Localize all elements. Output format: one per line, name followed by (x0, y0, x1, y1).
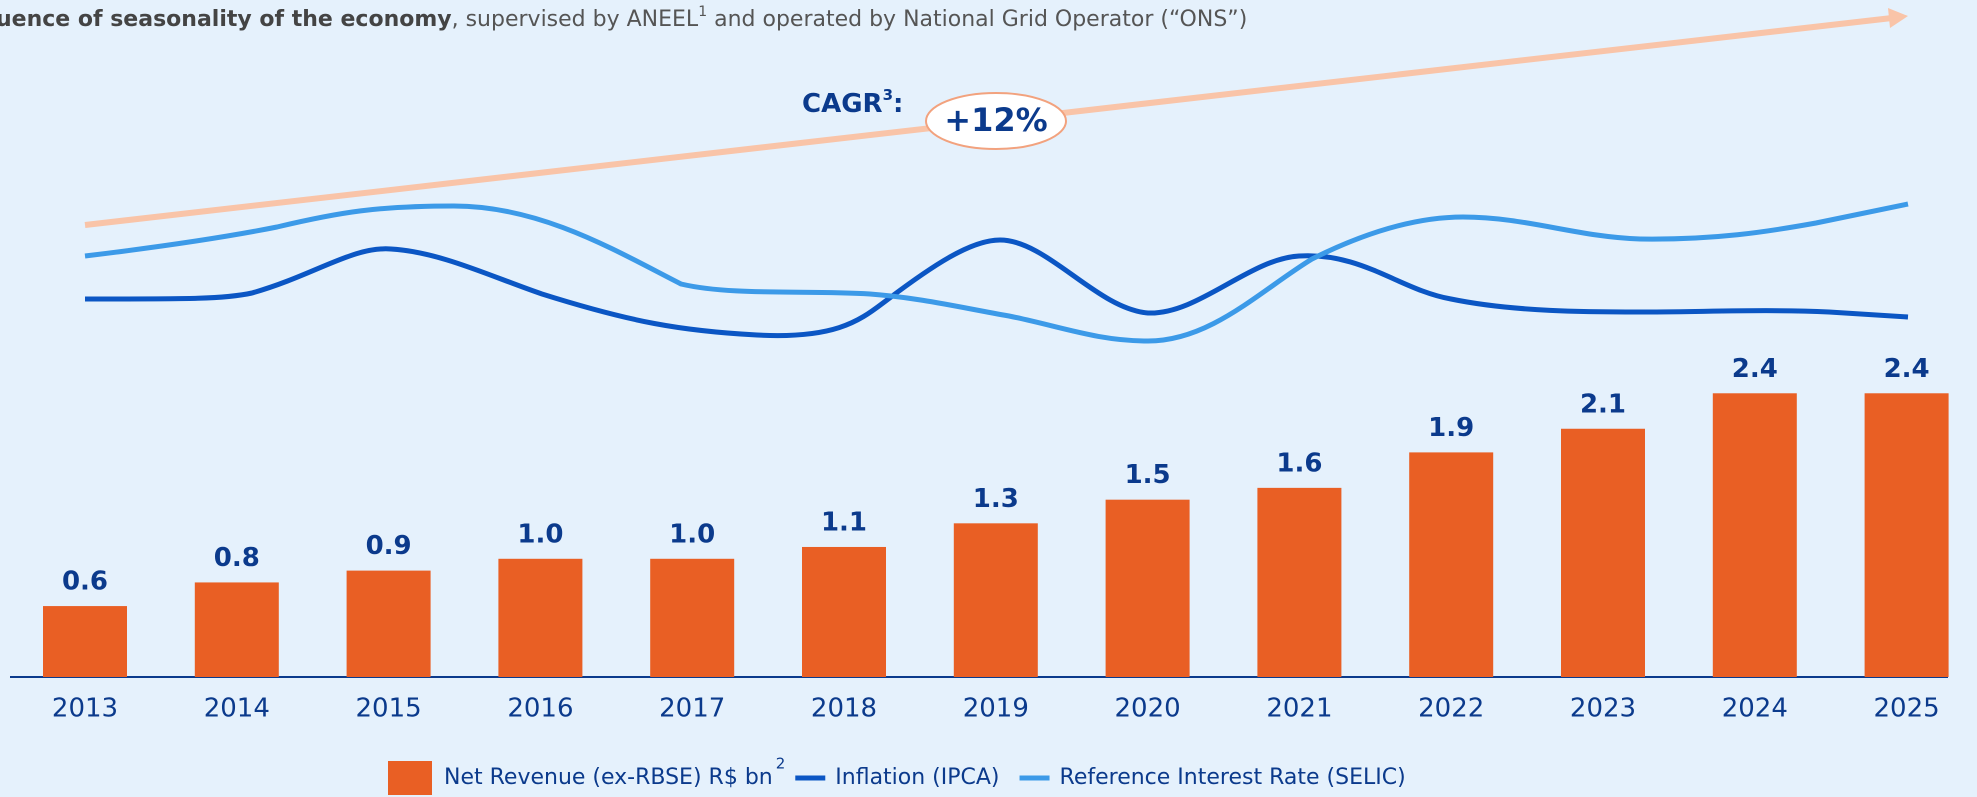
bar (650, 558, 735, 677)
inflation-line (84, 237, 1909, 339)
x-tick-label: 2024 (1722, 694, 1788, 724)
x-tick-label: 2018 (811, 694, 877, 724)
x-tick-label: 2022 (1418, 694, 1484, 724)
bar (1257, 487, 1342, 677)
cagr-footnote: 3 (883, 86, 893, 104)
header-bold: uence of seasonality of the economy (0, 7, 452, 32)
value-label: 1.0 (517, 519, 563, 549)
legend-label: Inflation (IPCA) (835, 765, 999, 790)
selic-line (84, 201, 1909, 344)
legend-footnote: 2 (776, 755, 786, 773)
legend-label: Reference Interest Rate (SELIC) (1060, 765, 1406, 790)
value-label: 1.9 (1428, 413, 1474, 443)
bar (1105, 499, 1190, 677)
cagr-label: CAGR3: (802, 86, 903, 119)
value-label: 2.4 (1732, 354, 1778, 384)
x-tick-label: 2023 (1570, 694, 1636, 724)
bar (1409, 452, 1494, 677)
bar (1561, 428, 1645, 677)
header-text-end: and operated by National Grid Operator (… (707, 7, 1247, 32)
legend-swatch (388, 761, 432, 795)
x-tick-label: 2017 (659, 694, 725, 724)
value-label: 0.9 (366, 531, 412, 561)
value-label: 0.8 (214, 543, 260, 573)
header-text: , supervised by ANEEL (452, 7, 699, 32)
bar (1864, 393, 1949, 677)
value-label: 1.5 (1125, 460, 1171, 490)
legend-label: Net Revenue (ex-RBSE) R$ bn (444, 765, 773, 790)
x-tick-label: 2014 (204, 694, 270, 724)
x-tick-label: 2019 (963, 694, 1029, 724)
header-footnote: 1 (698, 4, 707, 20)
x-tick-label: 2016 (507, 694, 573, 724)
value-label: 0.6 (62, 567, 108, 597)
value-label: 2.1 (1580, 389, 1626, 419)
header: uence of seasonality of the economy, sup… (0, 4, 1247, 32)
bar (1712, 393, 1797, 677)
cagr-colon: : (893, 89, 903, 119)
cagr-text: CAGR (802, 89, 883, 119)
bar (498, 558, 583, 677)
value-label: 2.4 (1884, 354, 1930, 384)
bar (43, 606, 127, 677)
bar (802, 546, 886, 677)
cagr-bubble (925, 92, 1067, 150)
cagr-value: +12% (944, 101, 1047, 139)
bar (346, 570, 431, 677)
value-label: 1.1 (821, 507, 867, 537)
value-label: 1.6 (1276, 448, 1322, 478)
x-tick-label: 2025 (1874, 694, 1940, 724)
x-tick-label: 2021 (1266, 694, 1332, 724)
x-tick-label: 2020 (1115, 694, 1181, 724)
value-label: 1.3 (973, 484, 1019, 514)
arrow-head (1888, 8, 1908, 28)
bar (194, 582, 279, 677)
x-tick-label: 2015 (356, 694, 422, 724)
bar (953, 523, 1038, 677)
x-tick-label: 2013 (52, 694, 118, 724)
value-label: 1.0 (669, 519, 715, 549)
